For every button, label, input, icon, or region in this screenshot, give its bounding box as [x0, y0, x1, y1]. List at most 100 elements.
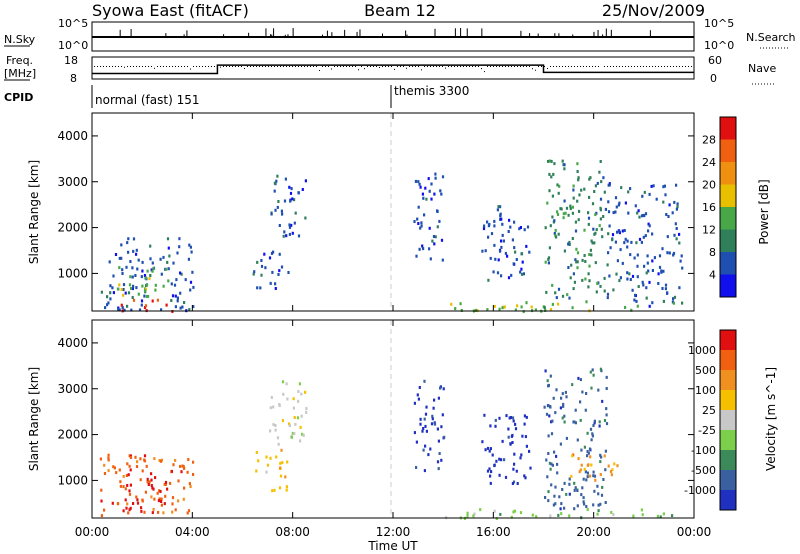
range-cell — [580, 448, 583, 452]
nave-point — [463, 66, 464, 67]
range-cell — [560, 502, 563, 506]
range-cell — [608, 183, 611, 187]
nave-tick-top: 60 — [708, 54, 722, 67]
nave-point — [145, 66, 146, 67]
range-cell — [106, 295, 109, 299]
range-cell — [260, 273, 263, 277]
range-cell — [655, 197, 658, 201]
nave-point — [325, 66, 326, 67]
range-cell — [113, 466, 116, 470]
nave-point — [151, 66, 152, 67]
range-cell — [421, 192, 424, 196]
range-cell — [441, 258, 444, 262]
range-cell — [176, 299, 179, 303]
range-cell — [183, 301, 186, 304]
range-cell — [159, 490, 162, 493]
range-cell — [443, 435, 446, 439]
range-cell — [588, 264, 591, 268]
range-cell — [678, 241, 681, 245]
range-cell — [106, 303, 109, 307]
nave-point — [559, 66, 560, 67]
range-cell — [578, 193, 581, 197]
range-cell — [132, 502, 135, 505]
range-cell — [440, 425, 443, 429]
range-cell — [651, 301, 654, 305]
range-cell — [284, 475, 287, 479]
range-cell — [569, 207, 572, 211]
nave-point — [148, 66, 149, 67]
range-cell — [503, 458, 506, 462]
range-cell — [109, 284, 112, 288]
range-cell — [104, 306, 107, 310]
velocity-panel: 1000 2000 3000 4000 Slant Range [km] 1000 50… — [27, 319, 778, 520]
range-cell — [545, 290, 548, 294]
range-cell — [580, 493, 583, 497]
range-cell — [169, 481, 172, 485]
range-cell — [586, 475, 589, 479]
nave-point — [112, 66, 113, 67]
y-tick-label: 2000 — [57, 428, 88, 442]
nave-point — [193, 66, 194, 67]
range-cell — [576, 260, 579, 264]
range-cell — [428, 189, 431, 193]
colorbar-tick: 500 — [695, 364, 716, 377]
range-cell — [515, 469, 518, 473]
range-cell — [112, 291, 115, 295]
range-cell — [493, 464, 496, 468]
range-cell — [666, 235, 669, 239]
range-cell — [549, 224, 552, 228]
cpid-segment-themis: themis 3300 — [394, 84, 469, 98]
range-cell — [605, 407, 608, 411]
range-cell — [472, 514, 475, 518]
range-cell — [587, 451, 590, 455]
range-cell — [156, 491, 159, 495]
range-cell — [301, 432, 304, 436]
range-cell — [591, 368, 594, 372]
nave-point — [409, 66, 410, 67]
range-cell — [549, 514, 552, 518]
range-cell — [278, 269, 281, 273]
range-cell — [288, 225, 292, 229]
nave-point — [166, 66, 167, 67]
range-cell — [166, 237, 170, 241]
range-cell — [174, 294, 177, 298]
nave-point — [520, 66, 521, 67]
colorbar-swatch — [720, 430, 736, 450]
range-cell — [416, 393, 419, 397]
range-cell — [619, 248, 622, 252]
range-cell — [274, 282, 277, 286]
range-cell — [425, 429, 428, 433]
range-cell — [421, 244, 424, 248]
range-cell — [528, 250, 531, 254]
range-cell — [584, 277, 587, 281]
range-cell — [624, 306, 627, 309]
range-cell — [438, 219, 441, 223]
range-cell — [510, 434, 513, 438]
range-cell — [189, 280, 193, 284]
nave-point — [535, 69, 536, 71]
colorbar-swatch — [720, 162, 736, 185]
range-cell — [668, 251, 671, 255]
range-cell — [579, 418, 582, 422]
range-cell — [118, 283, 121, 287]
range-cell — [616, 464, 619, 468]
range-cell — [671, 514, 674, 518]
range-cell — [279, 474, 283, 478]
nave-point — [232, 66, 233, 67]
range-cell — [178, 245, 181, 249]
range-cell — [599, 160, 602, 163]
range-cell — [151, 511, 154, 515]
colorbar-swatch — [720, 450, 736, 470]
nave-point — [445, 67, 446, 69]
range-cell — [285, 234, 288, 238]
range-cell — [118, 256, 121, 260]
range-cell — [183, 486, 186, 490]
range-cell — [599, 460, 602, 464]
range-cell — [621, 261, 624, 265]
range-cell — [592, 503, 595, 507]
range-cell — [592, 227, 595, 231]
nave-point — [670, 66, 671, 67]
range-cell — [579, 378, 582, 382]
range-cell — [589, 248, 592, 252]
range-cell — [473, 512, 476, 516]
